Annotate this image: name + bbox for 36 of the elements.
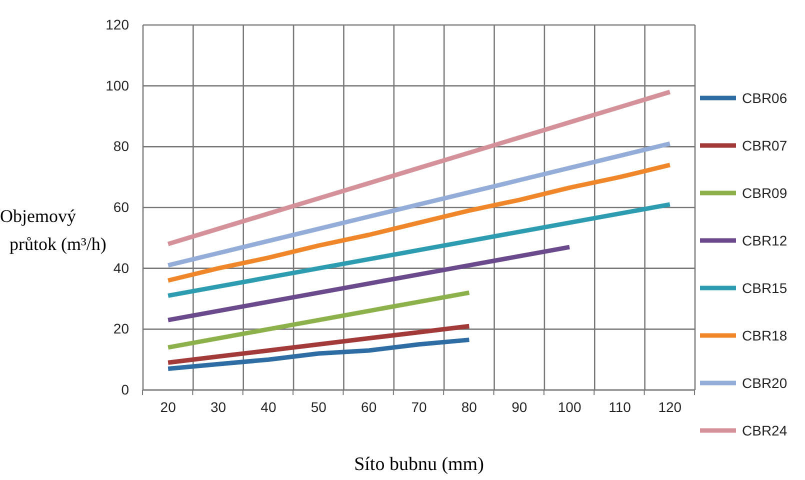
x-tick-label: 120 (658, 398, 682, 415)
x-tick-label: 90 (512, 398, 528, 415)
y-tick-label: 20 (113, 320, 130, 337)
line-series (166, 162, 672, 283)
x-tick-label: 40 (260, 398, 276, 415)
y-axis-title: Objemový průtok (m³/h) (0, 206, 106, 254)
legend-label: CBR24 (742, 422, 788, 438)
x-tick-label: 100 (558, 398, 582, 415)
legend-label: CBR12 (742, 232, 788, 248)
y-tick-label: 80 (113, 138, 130, 154)
line-series (166, 324, 472, 365)
y-tick-label: 120 (106, 16, 130, 32)
line-series (166, 90, 672, 246)
x-axis-title: Síto bubnu (mm) (354, 454, 484, 475)
legend-label: CBR20 (742, 375, 788, 391)
legend-label: CBR15 (742, 280, 788, 296)
x-tick-label: 20 (160, 398, 176, 415)
x-tick-label: 70 (411, 398, 427, 415)
y-tick-label: 60 (113, 198, 130, 215)
x-tick-label: 50 (310, 398, 327, 415)
line-series (166, 338, 472, 371)
x-tick-label: 110 (608, 398, 632, 415)
legend-label: CBR06 (742, 90, 788, 106)
x-tick-label: 60 (361, 398, 377, 415)
y-tick-label: 0 (121, 381, 130, 398)
x-tick-label: 80 (461, 398, 478, 415)
legend-label: CBR07 (742, 138, 788, 154)
line-series (166, 244, 572, 322)
line-series (166, 290, 472, 350)
y-tick-label: 40 (113, 260, 130, 276)
x-tick-label: 30 (210, 398, 226, 415)
legend-label: CBR18 (742, 328, 788, 344)
line-series (166, 202, 672, 298)
y-tick-label: 100 (106, 77, 130, 94)
legend-label: CBR09 (742, 185, 788, 201)
line-series (166, 141, 672, 268)
